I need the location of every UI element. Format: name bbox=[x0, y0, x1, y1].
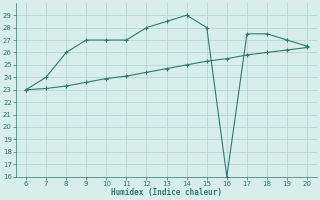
X-axis label: Humidex (Indice chaleur): Humidex (Indice chaleur) bbox=[111, 188, 222, 197]
